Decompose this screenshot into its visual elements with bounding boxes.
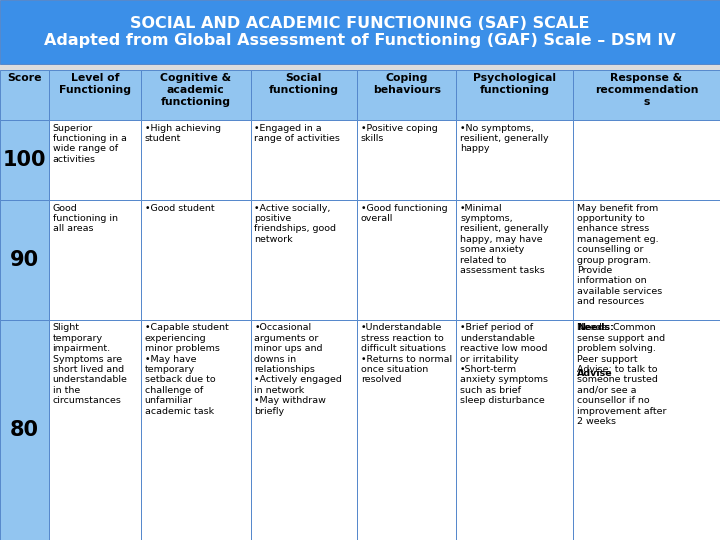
Text: •Brief period of
understandable
reactive low mood
or irritability
•Short-term
an: •Brief period of understandable reactive… <box>460 323 548 405</box>
Bar <box>0 320 49 540</box>
Bar <box>49 120 141 200</box>
Text: 80: 80 <box>10 420 39 440</box>
Bar <box>49 70 141 120</box>
Bar <box>141 70 251 120</box>
Text: 100: 100 <box>3 150 46 170</box>
Text: Coping
behaviours: Coping behaviours <box>373 73 441 95</box>
Bar <box>573 120 720 200</box>
Text: Level of
Functioning: Level of Functioning <box>59 73 131 95</box>
Text: •Understandable
stress reaction to
difficult situations
•Returns to normal
once : •Understandable stress reaction to diffi… <box>361 323 452 384</box>
Bar <box>49 320 141 540</box>
Text: •Minimal
symptoms,
resilient, generally
happy, may have
some anxiety
related to
: •Minimal symptoms, resilient, generally … <box>460 204 549 275</box>
Text: Psychological
functioning: Psychological functioning <box>473 73 557 95</box>
Text: •Good student: •Good student <box>145 204 215 213</box>
Text: Good
functioning in
all areas: Good functioning in all areas <box>53 204 117 233</box>
Text: •Occasional
arguments or
minor ups and
downs in
relationships
•Actively engaged
: •Occasional arguments or minor ups and d… <box>254 323 342 416</box>
Text: •Engaged in a
range of activities: •Engaged in a range of activities <box>254 124 340 143</box>
Bar <box>456 120 573 200</box>
Text: SOCIAL AND ACADEMIC FUNCTIONING (SAF) SCALE
Adapted from Global Assessment of Fu: SOCIAL AND ACADEMIC FUNCTIONING (SAF) SC… <box>44 16 676 48</box>
Bar <box>0 70 49 120</box>
Bar <box>357 70 456 120</box>
Text: Superior
functioning in a
wide range of
activities: Superior functioning in a wide range of … <box>53 124 127 164</box>
Text: •Positive coping
skills: •Positive coping skills <box>361 124 438 143</box>
Bar <box>251 200 357 320</box>
Text: Response &
recommendation
s: Response & recommendation s <box>595 73 698 106</box>
Text: •Good functioning
overall: •Good functioning overall <box>361 204 447 223</box>
Text: Needs: Common
sense support and
problem solving.
Peer support
Advise: to talk to: Needs: Common sense support and problem … <box>577 323 666 426</box>
Bar <box>141 120 251 200</box>
Bar <box>357 120 456 200</box>
Text: Cognitive &
academic
functioning: Cognitive & academic functioning <box>161 73 231 106</box>
Bar <box>49 200 141 320</box>
Bar <box>456 200 573 320</box>
Text: Needs:: Needs: <box>577 323 613 333</box>
Text: •No symptoms,
resilient, generally
happy: •No symptoms, resilient, generally happy <box>460 124 549 153</box>
Bar <box>0 0 720 64</box>
Bar <box>251 320 357 540</box>
Bar <box>141 200 251 320</box>
Bar <box>573 70 720 120</box>
Text: 90: 90 <box>10 249 39 270</box>
Bar <box>0 200 49 320</box>
Text: Slight
temporary
impairment.
Symptoms are
short lived and
understandable
in the
: Slight temporary impairment. Symptoms ar… <box>53 323 127 405</box>
Bar <box>573 320 720 540</box>
Text: Score: Score <box>7 73 42 84</box>
Text: May benefit from
opportunity to
enhance stress
management eg.
counselling or
gro: May benefit from opportunity to enhance … <box>577 204 662 306</box>
Bar <box>573 200 720 320</box>
Text: Advise: Advise <box>577 369 612 378</box>
Text: •High achieving
student: •High achieving student <box>145 124 221 143</box>
Bar <box>251 70 357 120</box>
Bar <box>141 320 251 540</box>
Text: •Active socially,
positive
friendships, good
network: •Active socially, positive friendships, … <box>254 204 336 244</box>
Text: •Capable student
experiencing
minor problems
•May have
temporary
setback due to
: •Capable student experiencing minor prob… <box>145 323 228 416</box>
Text: Social
functioning: Social functioning <box>269 73 339 95</box>
Bar <box>0 120 49 200</box>
Bar <box>357 200 456 320</box>
Bar <box>357 320 456 540</box>
Bar <box>251 120 357 200</box>
Bar <box>456 320 573 540</box>
Bar <box>456 70 573 120</box>
